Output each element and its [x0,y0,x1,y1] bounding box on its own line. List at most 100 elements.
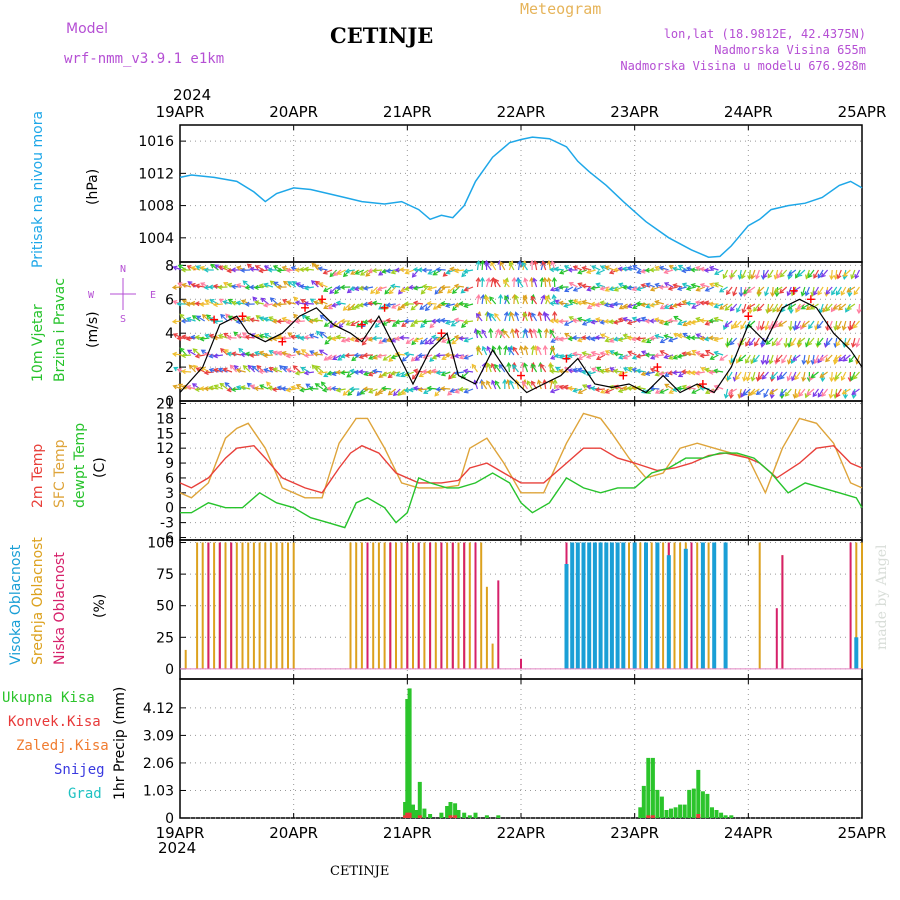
wind-arrow [413,387,424,390]
wind-arrow [847,303,856,310]
wind-arrowhead [440,300,446,307]
cloud-mid-bar [480,542,483,669]
wind-arrowhead [841,389,847,395]
wind-arrowhead [829,275,835,281]
wind-arrowhead [179,313,185,319]
wind-arrow [605,266,615,271]
wind-arrow [628,351,637,356]
wind-arrow [781,303,788,312]
wind-arrowhead [523,328,529,334]
wind-arrowhead [654,371,660,377]
cloud-mid-bar [349,542,352,669]
wind-arrowhead [532,277,538,283]
wind-gust-marker [806,295,815,304]
wind-arrow [705,320,715,325]
wind-arrowhead [445,269,451,275]
cloud-high-bar [604,542,609,669]
wind-arrowhead [681,268,687,274]
wind-arrow [295,301,305,305]
wind-arrowhead [567,336,573,342]
wind-arrow [627,267,637,271]
wind-arrowhead [558,368,564,374]
wind-arrow [762,354,765,364]
wind-arrow [540,295,545,305]
wind-arrow [264,283,274,288]
wind-arrow [813,286,820,296]
wind-arrow [660,350,669,356]
wind-arrow [218,334,228,339]
wind-arrowhead [434,289,440,295]
wind-arrowhead [290,385,296,391]
wind-arrowhead [517,278,522,284]
wind-arrowhead [512,346,518,352]
wind-arrowhead [685,335,691,341]
wind-arrowhead [494,312,499,318]
wind-arrowhead [743,289,749,295]
wind-arrow [691,371,701,374]
wind-arrowhead [631,367,637,373]
wind-arrow [742,303,747,313]
temp-y-tick-label: -3 [160,516,174,532]
wind-arrowhead [604,265,610,271]
cloud-low-bar [463,542,466,669]
wind-arrow [659,371,669,375]
wind-arrow [189,364,197,373]
wind-arrowhead [200,282,206,287]
wind-arrowhead [549,329,555,335]
wind-arrowhead [365,272,371,277]
wind-arrowhead [332,355,338,361]
wind-arrow [491,363,497,373]
wind-arrow [769,388,778,395]
wind-arrowhead [795,324,801,331]
wind-arrowhead [852,323,858,329]
wind-arrow [341,371,351,374]
wind-arrow [436,354,446,357]
wind-arrowhead [176,301,182,307]
wind-arrowhead [690,319,696,325]
x-tick-label-bottom: 23APR [610,824,659,842]
wind-arrow [263,303,274,307]
wind-arrow [441,387,451,390]
wind-arrow [304,302,314,305]
wind-arrowhead [609,350,615,355]
pressure-y-tick-label: 1012 [138,166,174,182]
wind-arrow [714,385,724,390]
wind-arrowhead [686,320,692,326]
wind-arrowhead [362,386,368,392]
wind-arrowhead [608,269,615,275]
wind-arrowhead [323,304,329,310]
wind-arrowhead [420,323,426,329]
wind-arrowhead [381,385,387,392]
wind-arrowhead [350,270,356,275]
wind-arrowhead [258,268,264,274]
wind-arrowhead [704,349,711,355]
wind-arrowhead [786,291,792,297]
cloud-mid-bar [485,586,488,669]
wind-arrow [748,269,751,279]
wind-arrow [795,269,801,279]
wind-arrow [195,284,205,288]
wind-arrow [309,387,319,390]
wind-arrowhead [285,319,291,325]
wind-arrow [805,269,810,279]
wind-arrow [650,368,660,373]
cloud-mid-bar [679,542,682,669]
wind-arrowhead [649,335,655,341]
wind-arrowhead [776,273,782,279]
precip-total-bar [453,803,458,818]
wind-arrow [293,365,301,373]
wind-arrow [259,351,269,356]
wind-arrowhead [817,392,823,398]
wind-arrowhead [419,305,425,310]
wind-arrow [545,329,548,339]
wind-arrowhead [494,278,500,284]
wind-arrow [400,303,410,308]
wind-arrow [321,381,328,390]
wind-arrowhead [612,301,618,307]
wind-arrow [710,354,719,360]
wind-arrowhead [708,301,714,307]
wind-arrowhead [801,322,807,328]
wind-gust-marker [318,295,327,304]
wind-arrowhead [490,362,496,368]
wind-arrow [277,303,287,306]
